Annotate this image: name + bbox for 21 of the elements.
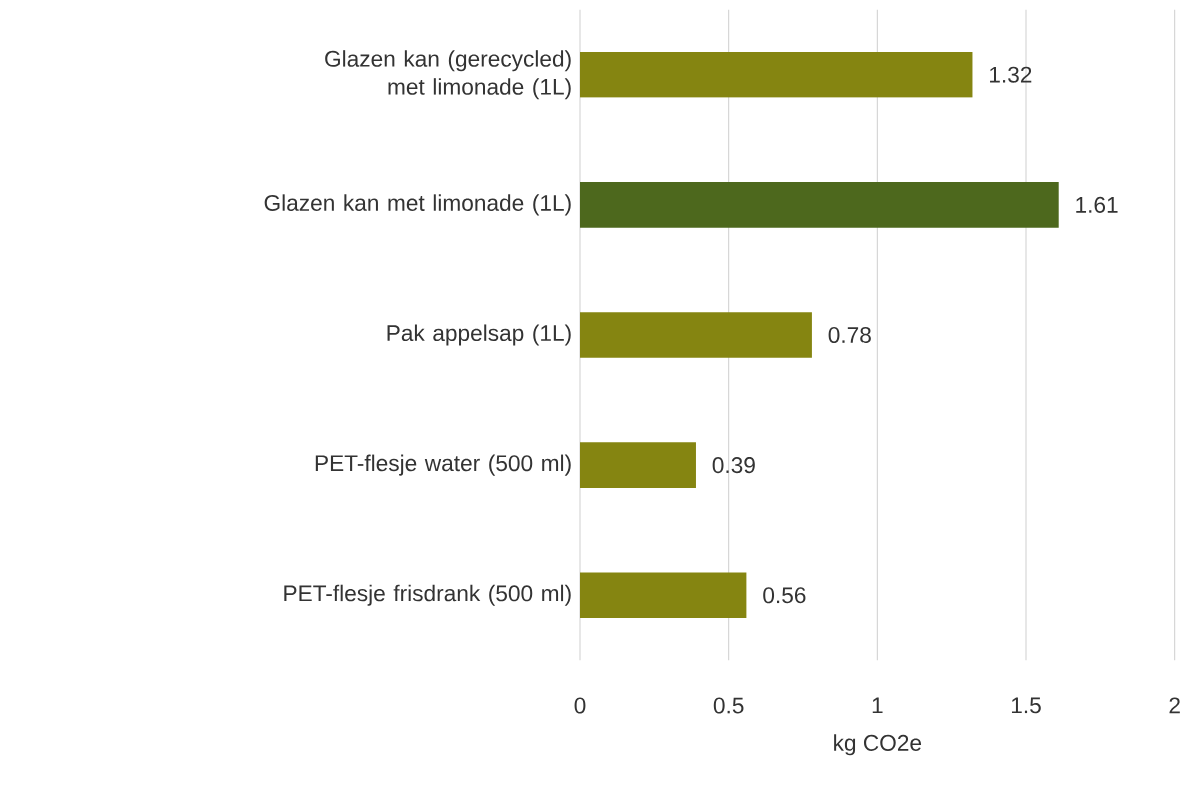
bar — [580, 442, 696, 488]
data-label: 1.61 — [1076, 196, 1118, 213]
bar — [580, 572, 747, 619]
data-label: 0.56 — [763, 587, 806, 604]
bar — [580, 182, 1059, 228]
x-tick-label: 0.5 — [713, 697, 744, 714]
x-tick-label: 1.5 — [1011, 697, 1041, 714]
y-tick-label: PET-flesje water (500 ml) — [315, 454, 571, 476]
data-label: 0.39 — [712, 457, 755, 474]
y-tick-label: Glazen kan (gerecycled) met limonade (1L) — [325, 50, 571, 100]
data-label: 0.78 — [828, 326, 871, 344]
bar — [580, 51, 973, 98]
x-tick-label: 2 — [1169, 697, 1180, 714]
x-tick-label: 1 — [872, 697, 883, 714]
y-tick-label: Pak appelsap (1L) — [387, 324, 571, 346]
y-tick-label: Glazen kan met limonade (1L) — [264, 194, 571, 216]
data-label: 1.32 — [990, 66, 1032, 83]
x-tick-label: 0 — [574, 697, 586, 714]
x-axis-title: kg CO2e — [834, 734, 922, 756]
y-tick-label: PET-flesje frisdrank (500 ml) — [284, 584, 571, 606]
bar — [580, 312, 812, 358]
